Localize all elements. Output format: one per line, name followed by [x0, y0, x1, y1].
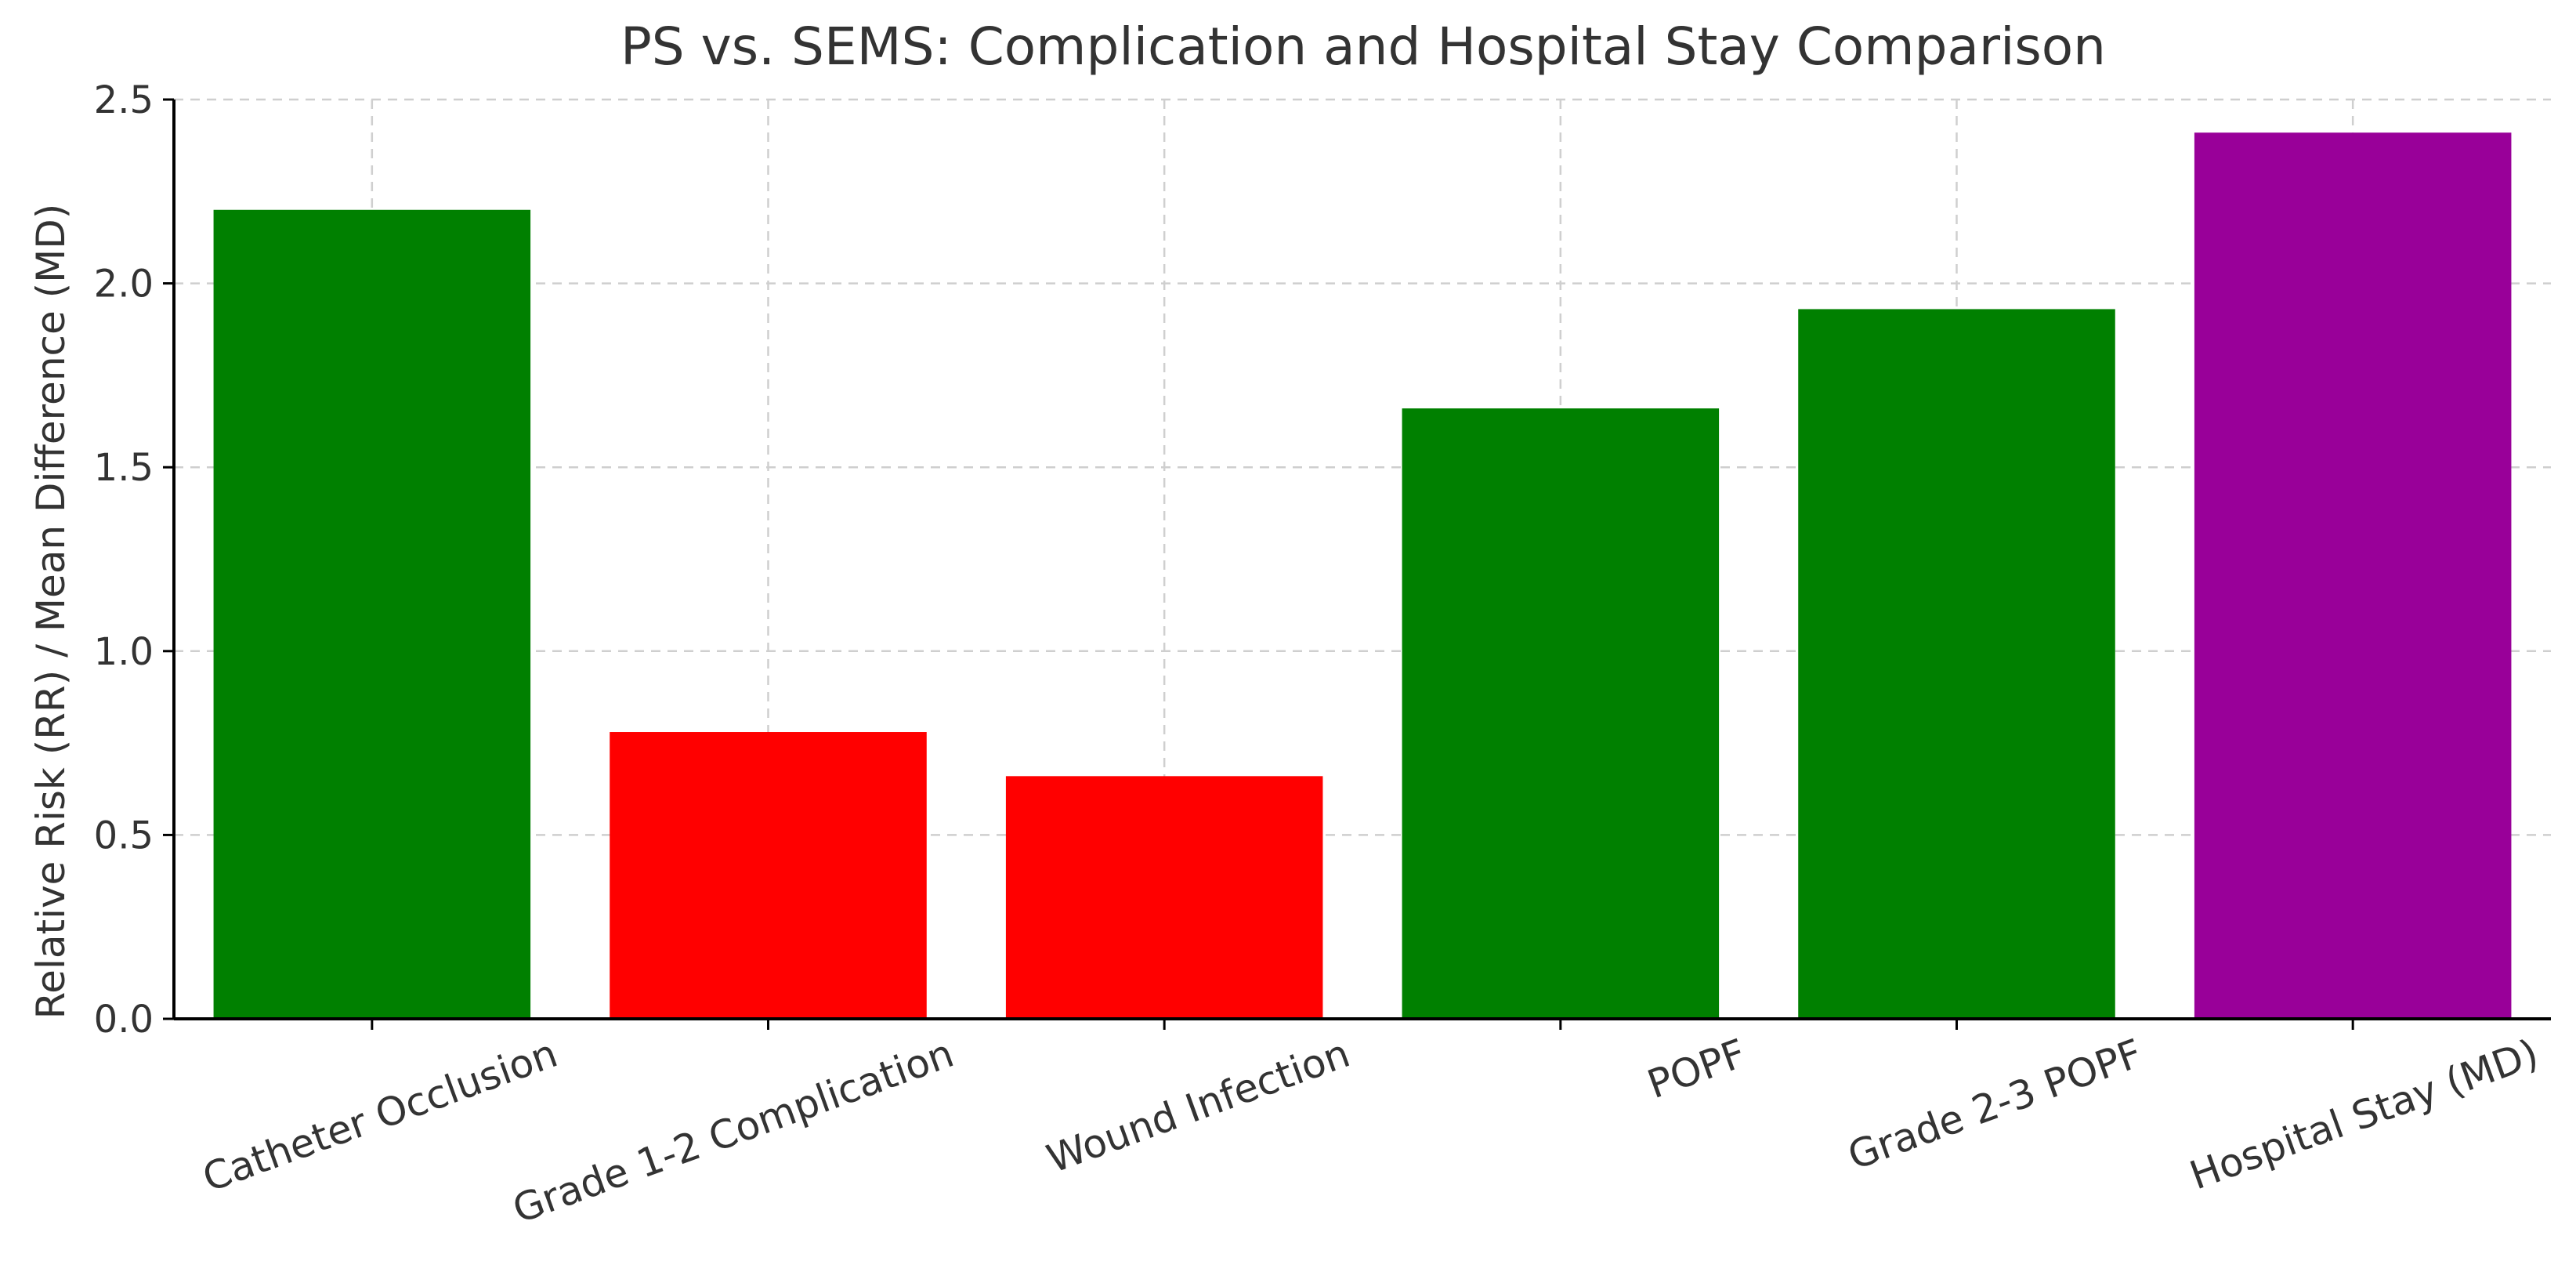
x-tick-label: Wound Infection [1041, 1031, 1356, 1182]
bar [1798, 309, 2115, 1020]
chart-title: PS vs. SEMS: Complication and Hospital S… [620, 16, 2106, 77]
y-tick-label: 1.5 [94, 446, 154, 490]
x-tick-label: POPF [1641, 1031, 1752, 1107]
bar [1402, 408, 1720, 1019]
y-tick-labels: 0.0 0.5 1.0 1.5 2.0 2.5 [94, 78, 154, 1042]
axes [163, 98, 2551, 1030]
y-tick-label: 2.5 [94, 78, 154, 122]
bar [213, 209, 531, 1019]
bar [610, 732, 927, 1019]
y-tick-label: 1.0 [94, 630, 154, 674]
y-axis-label: Relative Risk (RR) / Mean Difference (MD… [28, 204, 74, 1020]
bar [1005, 776, 1323, 1019]
x-tick-label: Grade 2-3 POPF [1842, 1031, 2147, 1179]
x-tick-label: Catheter Occlusion [197, 1031, 563, 1201]
y-tick-label: 2.0 [94, 263, 154, 306]
x-tick-label: Hospital Stay (MD) [2184, 1031, 2545, 1199]
x-tick-label: Grade 1-2 Complication [507, 1031, 960, 1233]
bars [213, 132, 2512, 1020]
y-tick-label: 0.5 [94, 813, 154, 857]
bar [2194, 132, 2512, 1019]
y-tick-label: 0.0 [94, 998, 154, 1042]
